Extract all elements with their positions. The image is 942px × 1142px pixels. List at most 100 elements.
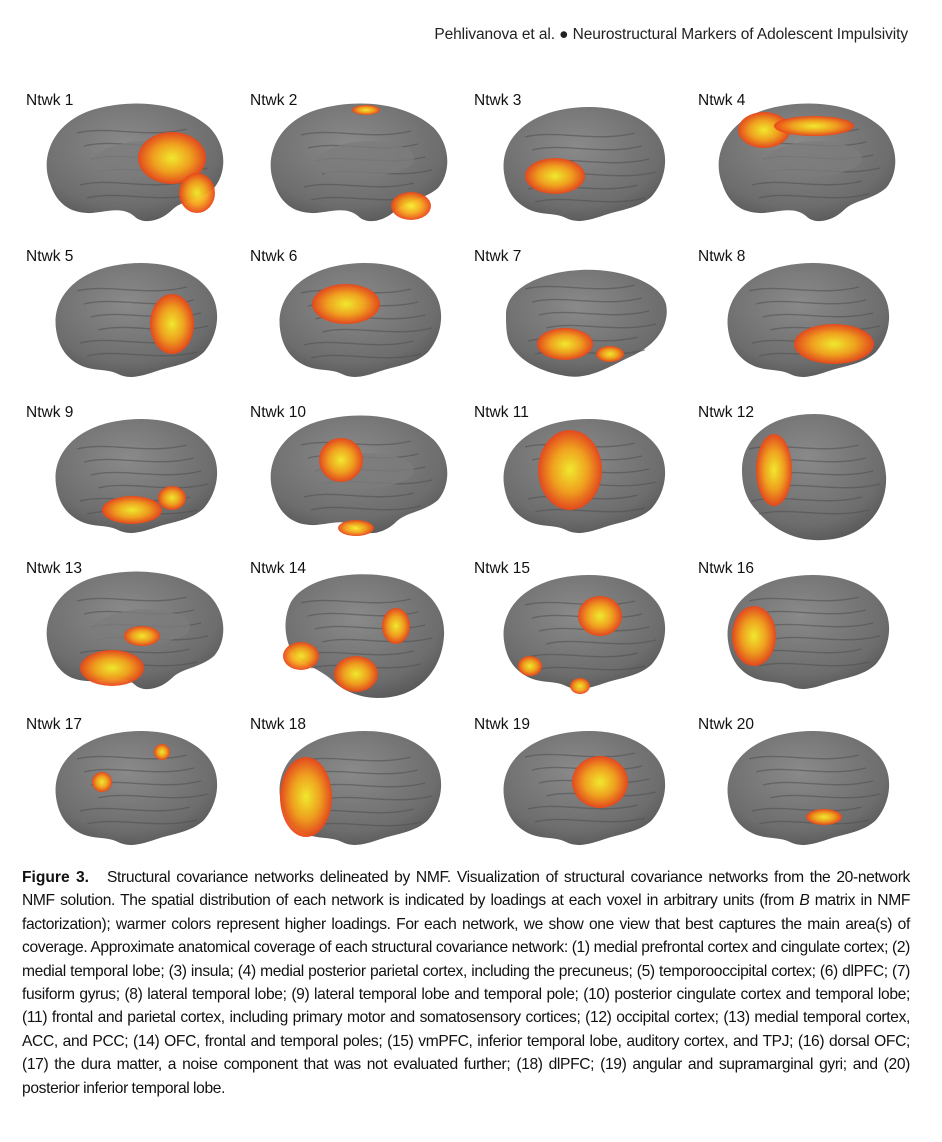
activation-blob: [102, 496, 162, 524]
brain-panel: Ntwk 3: [470, 88, 690, 238]
panel-label: Ntwk 10: [250, 404, 306, 421]
sulcus-line: [76, 596, 188, 602]
activation-blob: [283, 642, 319, 670]
sulcus-line: [748, 754, 860, 760]
sulcus-line: [76, 444, 188, 450]
panel-label: Ntwk 19: [474, 716, 530, 733]
sulcus-line: [751, 806, 863, 812]
figure-caption: Figure 3. Structural covariance networks …: [22, 866, 910, 1100]
sulcus-line: [79, 648, 191, 654]
brain-panel: Ntwk 9: [22, 400, 242, 550]
panel-label: Ntwk 6: [250, 248, 298, 265]
cortex-surface: [727, 731, 890, 845]
brain-surface-render: [718, 103, 896, 222]
sulcus-line: [310, 505, 422, 511]
panel-label: Ntwk 13: [26, 560, 82, 577]
sulcus-line: [758, 509, 870, 515]
caption-text-part1: Structural covariance networks delineate…: [22, 869, 910, 910]
activation-blob: [158, 486, 186, 510]
brain-panel: Ntwk 15: [470, 556, 690, 706]
activation-blob: [518, 656, 542, 676]
sulcus-line: [538, 310, 650, 316]
brain-panel: Ntwk 12: [694, 400, 914, 550]
panel-label: Ntwk 12: [698, 404, 754, 421]
brain-surface-render: [506, 269, 667, 377]
activation-blob: [319, 438, 363, 482]
activation-blob: [124, 626, 160, 646]
cortex-surface: [727, 575, 890, 689]
brain-surface-render: [55, 731, 218, 845]
header-bullet: ●: [559, 26, 569, 43]
running-header: Pehlivanova et al. ● Neurostructural Mar…: [434, 26, 908, 44]
sulcus-line: [758, 193, 870, 199]
activation-blob: [280, 757, 332, 837]
brain-panel: Ntwk 18: [246, 712, 466, 862]
sulcus-line: [755, 299, 867, 305]
panel-label: Ntwk 5: [26, 248, 74, 265]
brain-surface-render: [279, 731, 442, 845]
brain-panel: Ntwk 4: [694, 88, 914, 238]
sulcus-line: [769, 635, 881, 641]
brain-panel: Ntwk 7: [470, 244, 690, 394]
sulcus-line: [97, 325, 209, 331]
brain-panel: Ntwk 14: [246, 556, 466, 706]
sulcus-line: [300, 130, 412, 136]
sulcus-line: [545, 639, 657, 645]
brain-panel: Ntwk 13: [22, 556, 242, 706]
sulcus-line: [524, 600, 636, 606]
caption-italic-b: B: [799, 892, 810, 910]
panel-label: Ntwk 18: [250, 716, 306, 733]
sulcus-line: [524, 284, 636, 290]
activation-blob: [179, 173, 215, 213]
sulcus-line: [83, 767, 195, 773]
sulcus-line: [527, 652, 639, 658]
activation-blob: [538, 430, 602, 510]
activation-blob: [774, 116, 854, 136]
brain-panel: Ntwk 20: [694, 712, 914, 862]
medial-wall: [314, 141, 414, 178]
figure-label: Figure 3.: [22, 869, 89, 886]
sulcus-line: [524, 132, 636, 138]
sulcus-line: [97, 483, 209, 489]
sulcus-line: [76, 754, 188, 760]
sulcus-line: [531, 145, 643, 151]
activation-blob: [154, 744, 170, 760]
sulcus-line: [310, 353, 422, 359]
cortex-surface: [503, 107, 666, 221]
panel-label: Ntwk 11: [474, 404, 529, 421]
activation-blob: [334, 656, 378, 692]
cortex-surface: [506, 269, 667, 377]
activation-blob: [382, 608, 410, 644]
activation-blob: [572, 756, 628, 808]
activation-blob: [525, 158, 585, 194]
brain-panel: Ntwk 5: [22, 244, 242, 394]
brain-panel: Ntwk 19: [470, 712, 690, 862]
cortex-surface: [727, 263, 890, 377]
sulcus-line: [321, 637, 433, 643]
header-authors: Pehlivanova et al.: [434, 26, 555, 43]
sulcus-line: [758, 819, 870, 825]
brain-surface-render: [742, 414, 887, 541]
brain-surface-render: [727, 263, 890, 377]
activation-blob: [578, 596, 622, 636]
activation-blob: [150, 294, 194, 354]
sulcus-line: [769, 793, 881, 799]
sulcus-line: [527, 804, 639, 810]
sulcus-line: [300, 598, 412, 604]
sulcus-line: [762, 312, 874, 318]
brain-surface-render: [503, 575, 666, 694]
activation-blob: [596, 346, 624, 362]
panel-label: Ntwk 15: [474, 560, 530, 577]
panel-label: Ntwk 14: [250, 560, 306, 577]
caption-text-part2: matrix in NMF factorization); warmer col…: [22, 892, 911, 1097]
brain-panel: Ntwk 6: [246, 244, 466, 394]
activation-blob: [352, 105, 380, 115]
sulcus-line: [534, 507, 646, 513]
brain-surface-render: [727, 731, 890, 845]
sulcus-line: [86, 819, 198, 825]
activation-blob: [391, 192, 431, 220]
sulcus-line: [303, 182, 415, 188]
header-title: Neurostructural Markers of Adolescent Im…: [572, 26, 908, 43]
sulcus-line: [748, 286, 860, 292]
panel-label: Ntwk 4: [698, 92, 746, 109]
